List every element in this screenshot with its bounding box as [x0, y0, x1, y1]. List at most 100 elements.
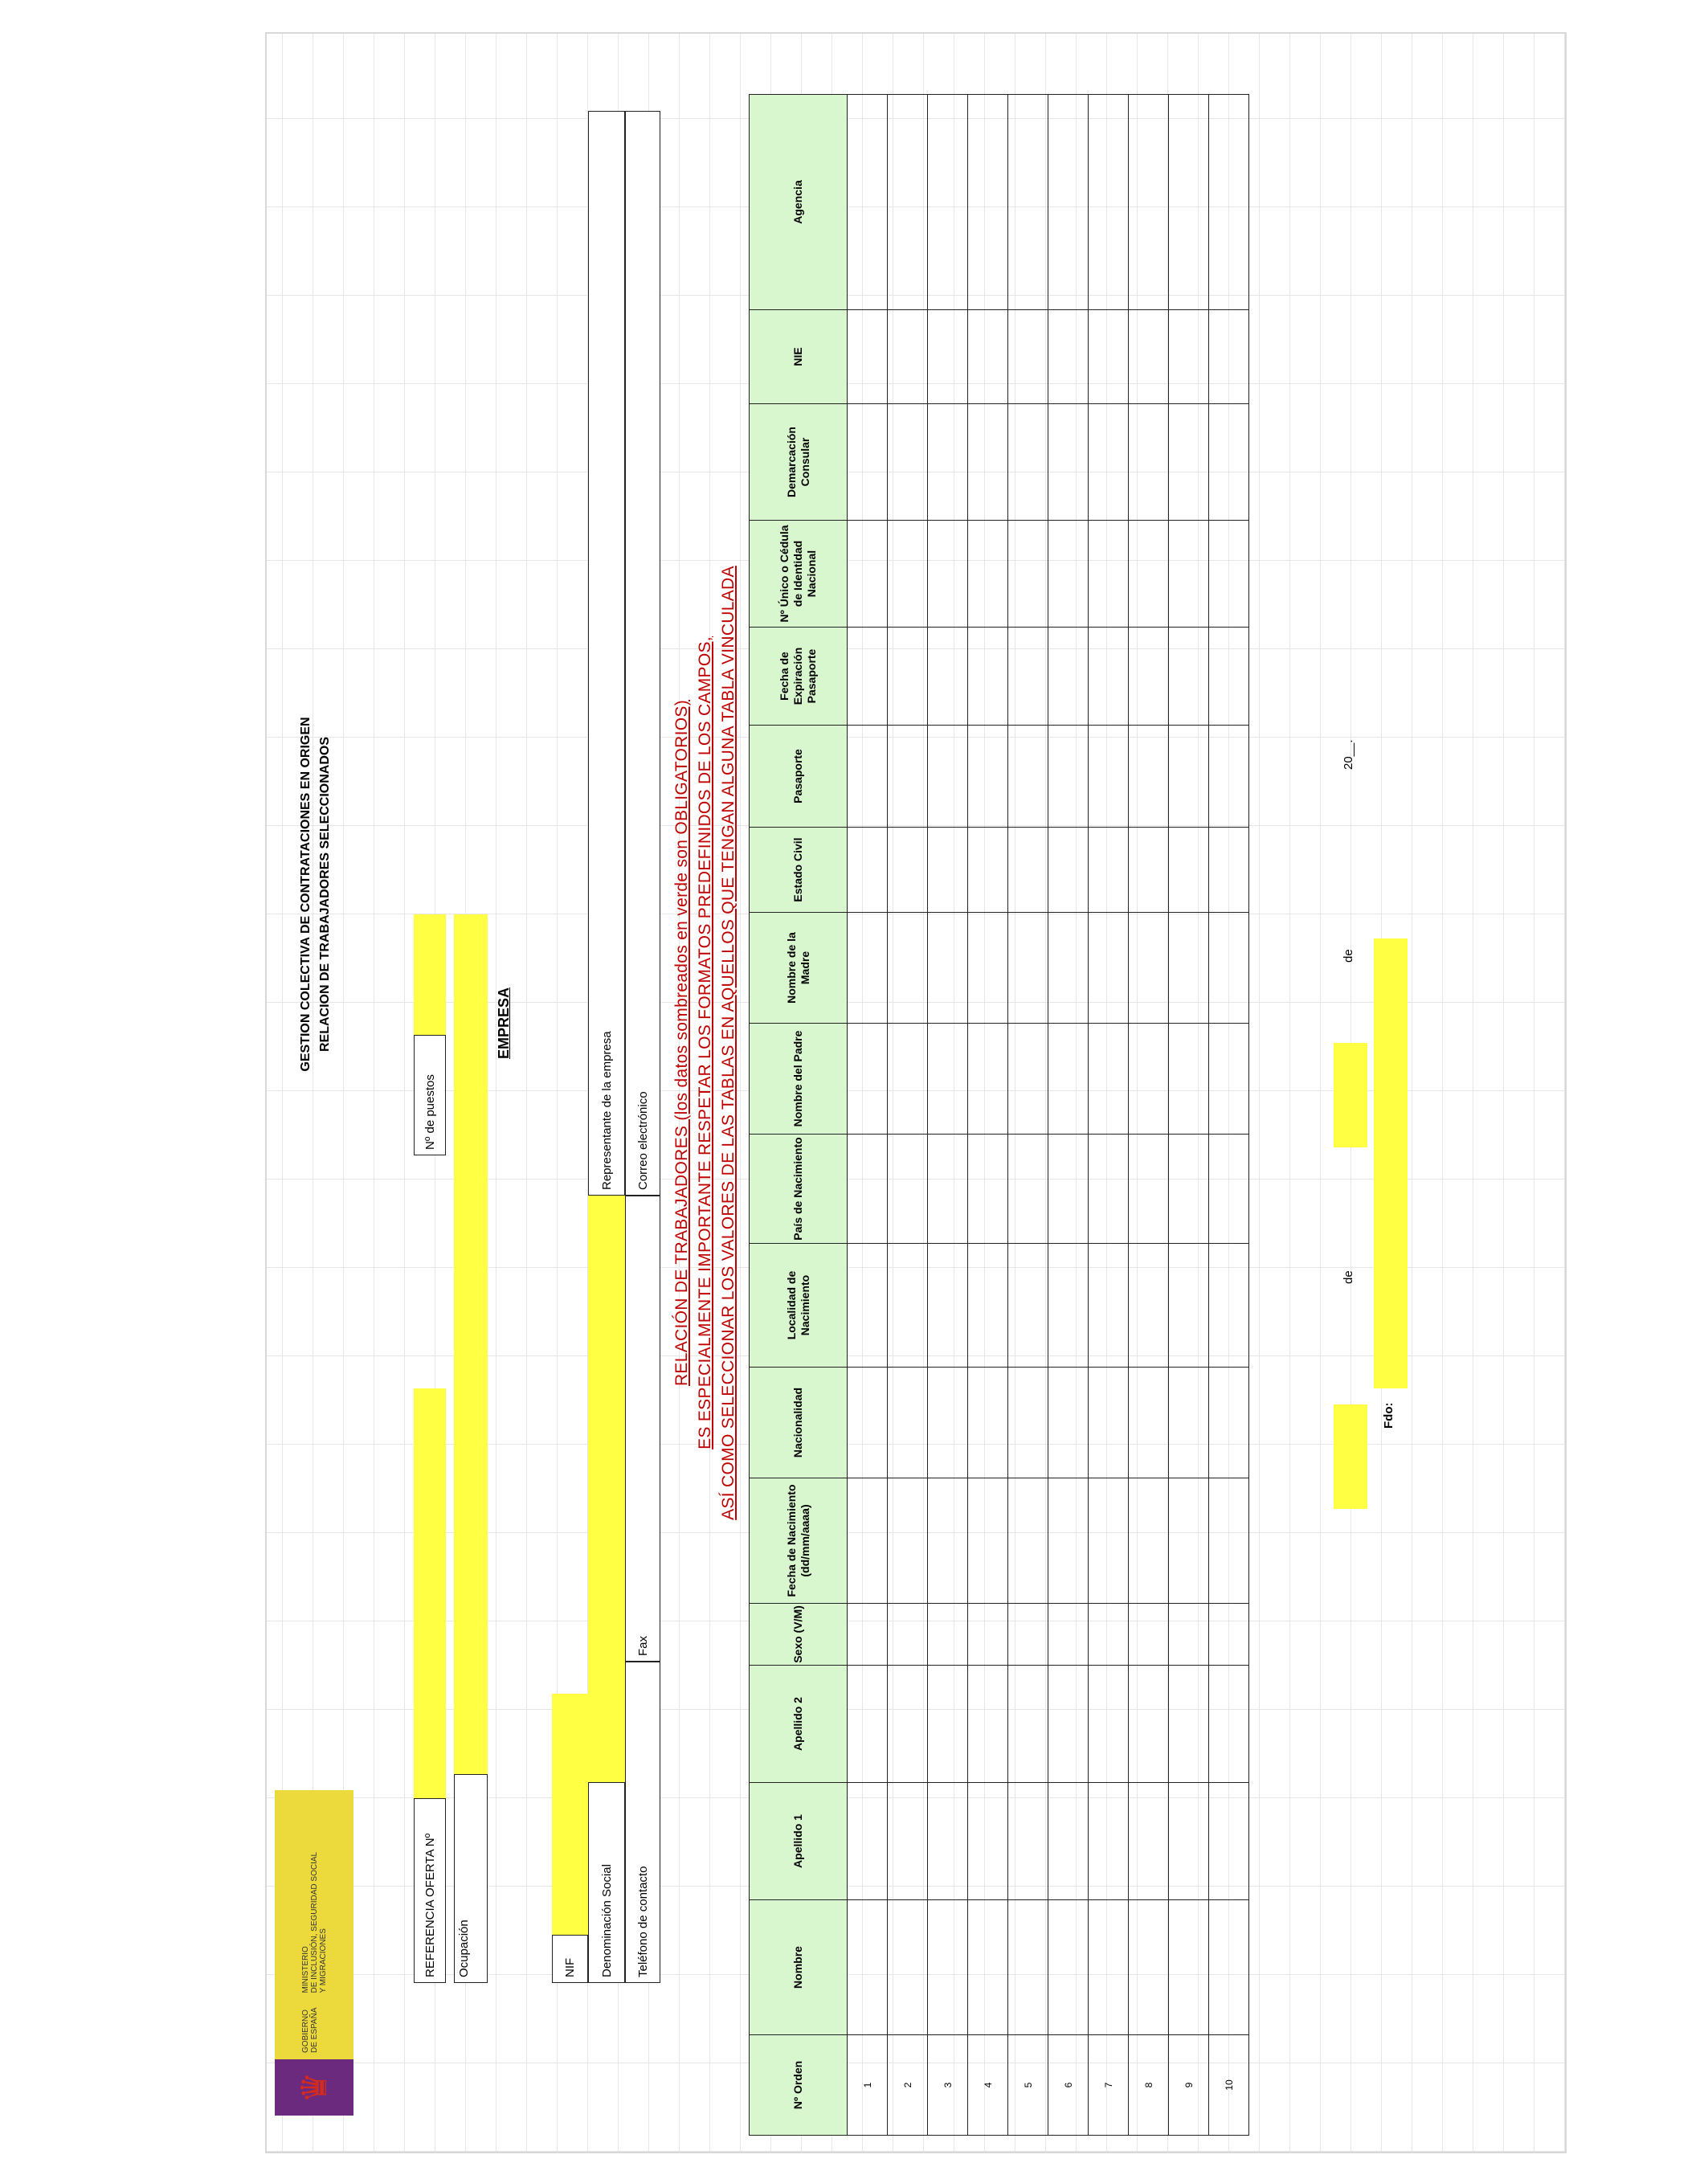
table-cell[interactable] [1168, 94, 1209, 310]
table-cell[interactable] [887, 1899, 928, 2035]
table-cell[interactable] [887, 1478, 928, 1604]
table-cell[interactable] [1168, 1134, 1209, 1244]
table-cell[interactable] [1088, 1782, 1129, 1900]
referencia-input[interactable] [414, 1388, 446, 1798]
table-cell[interactable] [887, 627, 928, 726]
table-cell[interactable] [927, 520, 968, 628]
table-cell[interactable] [967, 1023, 1008, 1135]
table-cell[interactable] [1128, 827, 1169, 913]
table-cell[interactable] [1007, 827, 1048, 913]
table-cell[interactable] [1128, 1665, 1169, 1783]
table-cell[interactable] [887, 1665, 928, 1783]
table-cell[interactable] [1128, 1134, 1169, 1244]
table-cell[interactable] [847, 403, 888, 521]
table-cell[interactable] [1208, 827, 1249, 913]
table-cell[interactable] [927, 1243, 968, 1368]
table-cell[interactable] [967, 1782, 1008, 1900]
table-cell[interactable] [1168, 827, 1209, 913]
table-cell[interactable] [1208, 1603, 1249, 1666]
table-cell[interactable] [1208, 1899, 1249, 2035]
table-cell[interactable] [1088, 1665, 1129, 1783]
place-input[interactable] [1334, 1404, 1367, 1509]
table-cell[interactable] [1048, 827, 1089, 913]
table-cell[interactable] [927, 1478, 968, 1604]
table-cell[interactable] [1168, 403, 1209, 521]
table-cell[interactable] [1168, 1899, 1209, 2035]
table-cell[interactable] [1088, 1367, 1129, 1478]
table-cell[interactable] [1007, 309, 1048, 404]
table-cell[interactable] [1048, 1134, 1089, 1244]
table-cell[interactable] [1088, 725, 1129, 828]
table-cell[interactable] [1007, 403, 1048, 521]
table-cell[interactable] [927, 1603, 968, 1666]
table-cell[interactable] [967, 1665, 1008, 1783]
signature-input[interactable] [1374, 938, 1408, 1388]
table-cell[interactable] [1007, 1665, 1048, 1783]
table-cell[interactable] [967, 725, 1008, 828]
table-cell[interactable] [1128, 1603, 1169, 1666]
table-cell[interactable] [927, 94, 968, 310]
table-cell[interactable] [847, 725, 888, 828]
table-cell[interactable] [1088, 1134, 1129, 1244]
table-cell[interactable] [847, 1665, 888, 1783]
table-cell[interactable] [967, 1603, 1008, 1666]
table-cell[interactable] [887, 1023, 928, 1135]
table-cell[interactable] [967, 1899, 1008, 2035]
table-cell[interactable] [1088, 912, 1129, 1024]
table-cell[interactable] [1208, 1023, 1249, 1135]
table-cell[interactable] [1088, 1243, 1129, 1368]
table-cell[interactable] [1128, 912, 1169, 1024]
table-cell[interactable] [1048, 1367, 1089, 1478]
table-cell[interactable] [1128, 627, 1169, 726]
table-cell[interactable] [967, 1367, 1008, 1478]
table-cell[interactable] [887, 94, 928, 310]
table-cell[interactable] [847, 1367, 888, 1478]
table-cell[interactable] [887, 912, 928, 1024]
table-cell[interactable] [1007, 520, 1048, 628]
table-cell[interactable] [1208, 403, 1249, 521]
table-cell[interactable] [1208, 1243, 1249, 1368]
table-cell[interactable] [1168, 725, 1209, 828]
table-cell[interactable] [1048, 912, 1089, 1024]
table-cell[interactable] [927, 1134, 968, 1244]
table-cell[interactable] [1007, 1899, 1048, 2035]
day-input[interactable] [1334, 1043, 1367, 1147]
table-cell[interactable] [1007, 1782, 1048, 1900]
table-cell[interactable] [927, 827, 968, 913]
ocupacion-input[interactable] [454, 914, 488, 1774]
table-cell[interactable] [847, 309, 888, 404]
table-cell[interactable] [1128, 1243, 1169, 1368]
table-cell[interactable] [887, 1243, 928, 1368]
table-cell[interactable] [1168, 1782, 1209, 1900]
table-cell[interactable] [967, 827, 1008, 913]
table-cell[interactable] [887, 1603, 928, 1666]
table-cell[interactable] [1088, 94, 1129, 310]
table-cell[interactable] [1088, 403, 1129, 521]
table-cell[interactable] [1048, 1023, 1089, 1135]
table-cell[interactable] [1007, 1603, 1048, 1666]
table-cell[interactable] [1208, 1478, 1249, 1604]
table-cell[interactable] [927, 1782, 968, 1900]
table-cell[interactable] [1208, 1367, 1249, 1478]
table-cell[interactable] [1128, 520, 1169, 628]
table-cell[interactable] [1128, 309, 1169, 404]
table-cell[interactable] [1007, 94, 1048, 310]
table-cell[interactable] [847, 627, 888, 726]
table-cell[interactable] [1007, 1478, 1048, 1604]
table-cell[interactable] [1208, 1134, 1249, 1244]
table-cell[interactable] [847, 1603, 888, 1666]
table-cell[interactable] [847, 912, 888, 1024]
table-cell[interactable] [1088, 520, 1129, 628]
table-cell[interactable] [1088, 1603, 1129, 1666]
table-cell[interactable] [1128, 403, 1169, 521]
table-cell[interactable] [887, 725, 928, 828]
table-cell[interactable] [1048, 520, 1089, 628]
table-cell[interactable] [967, 309, 1008, 404]
table-cell[interactable] [927, 403, 968, 521]
table-cell[interactable] [927, 1023, 968, 1135]
table-cell[interactable] [1168, 520, 1209, 628]
table-cell[interactable] [967, 1478, 1008, 1604]
table-cell[interactable] [967, 94, 1008, 310]
table-cell[interactable] [1168, 1367, 1209, 1478]
table-cell[interactable] [1128, 1478, 1169, 1604]
